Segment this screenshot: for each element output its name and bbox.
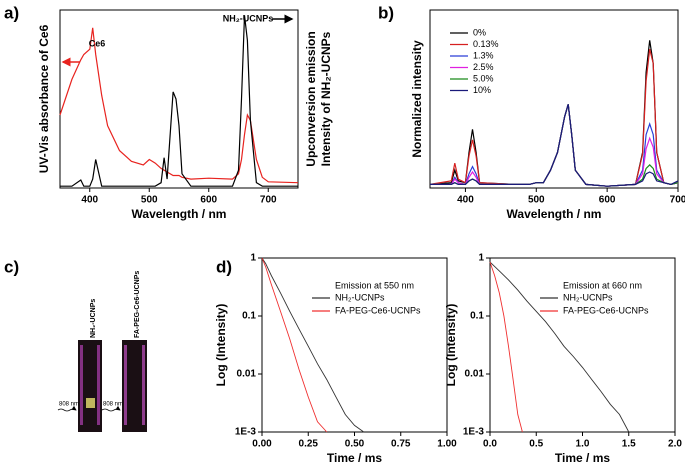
series-line xyxy=(261,257,365,433)
x-tick-label: 0.50 xyxy=(345,439,365,450)
vial-glow xyxy=(97,345,100,425)
plot-frame xyxy=(429,9,679,189)
vial-label: FA-PEG-Ce6-UCNPs xyxy=(134,271,141,338)
x-tick-label: 600 xyxy=(200,195,217,206)
y-tick-label: 1 xyxy=(250,253,256,264)
series-line xyxy=(430,104,679,187)
x-tick-label: 400 xyxy=(81,195,98,206)
x-tick-label: 700 xyxy=(260,195,277,206)
x-tick-label: 2.0 xyxy=(668,439,682,450)
legend-label: 1.3% xyxy=(473,50,494,60)
laser-label: 808 nm xyxy=(103,402,123,408)
y-tick-label: 0.1 xyxy=(470,311,484,322)
annotation: NH₂-UCNPs xyxy=(223,13,274,23)
x-tick-label: 400 xyxy=(457,195,474,206)
x-tick-label: 0.5 xyxy=(529,439,543,450)
vial-label: NH₂-UCNPs xyxy=(90,299,97,338)
y-axis-label: UV-Vis absorbance of Ce6 xyxy=(37,24,51,173)
annotation: Emission at 550 nm xyxy=(335,280,414,290)
x-axis-label: Time / ms xyxy=(555,451,610,463)
x-tick-label: 0.0 xyxy=(483,439,497,450)
legend-label: 0.13% xyxy=(473,39,499,49)
x-tick-label: 600 xyxy=(599,195,616,206)
vial-glow xyxy=(86,398,95,408)
vial-glow xyxy=(80,345,83,425)
legend-label: 5.0% xyxy=(473,73,494,83)
plot-frame xyxy=(59,9,299,189)
laser-arrow xyxy=(57,405,77,412)
x-axis-label: Wavelength / nm xyxy=(507,207,602,221)
y-tick-label: 0.01 xyxy=(465,369,485,380)
x-axis-label: Wavelength / nm xyxy=(132,207,227,221)
legend-label: 2.5% xyxy=(473,62,494,72)
y-tick-label: 1E-3 xyxy=(463,427,485,438)
annotation: Emission at 660 nm xyxy=(563,280,642,290)
annotation: Ce6 xyxy=(89,38,106,48)
y-axis-label: Normalized intensity xyxy=(410,40,424,158)
panel-label: a) xyxy=(4,3,19,22)
x-tick-label: 500 xyxy=(141,195,158,206)
panel-label: b) xyxy=(378,3,394,22)
laser-arrow xyxy=(101,405,121,412)
series-line xyxy=(430,104,679,187)
x-axis-label: Time / ms xyxy=(327,451,382,463)
x-tick-label: 700 xyxy=(670,195,685,206)
y2-axis-label: Intensity of NH₂-UCNPs xyxy=(319,31,333,166)
x-tick-label: 1.0 xyxy=(576,439,590,450)
panel-label: c) xyxy=(4,257,19,276)
series-line xyxy=(261,257,328,433)
y-tick-label: 1 xyxy=(478,253,484,264)
y2-axis-label: Upconversion emission xyxy=(304,31,318,166)
x-tick-label: 1.00 xyxy=(437,439,457,450)
legend-label: FA-PEG-Ce6-UCNPs xyxy=(563,305,649,315)
y-tick-label: 1E-3 xyxy=(235,427,257,438)
panel-label: d) xyxy=(216,257,232,276)
vial-glow xyxy=(124,345,127,425)
x-tick-label: 0.75 xyxy=(391,439,411,450)
x-tick-label: 500 xyxy=(528,195,545,206)
x-tick-label: 1.5 xyxy=(622,439,636,450)
series-line xyxy=(489,261,523,433)
legend-label: NH₂-UCNPs xyxy=(335,292,385,302)
legend-label: NH₂-UCNPs xyxy=(563,292,613,302)
vial-glow xyxy=(142,345,145,425)
y-axis-label: Log (Intensity) xyxy=(444,304,458,387)
y-tick-label: 0.1 xyxy=(242,311,256,322)
x-tick-label: 0.00 xyxy=(252,439,272,450)
series-line xyxy=(429,49,679,187)
y-axis-label: Log (Intensity) xyxy=(214,304,228,387)
series-line xyxy=(60,15,298,187)
series-line xyxy=(489,261,630,433)
legend-label: FA-PEG-Ce6-UCNPs xyxy=(335,305,421,315)
legend-label: 0% xyxy=(473,27,486,37)
laser-label: 808 nm xyxy=(59,402,79,408)
legend-label: 10% xyxy=(473,85,491,95)
y-tick-label: 0.01 xyxy=(237,369,257,380)
x-tick-label: 0.25 xyxy=(299,439,319,450)
